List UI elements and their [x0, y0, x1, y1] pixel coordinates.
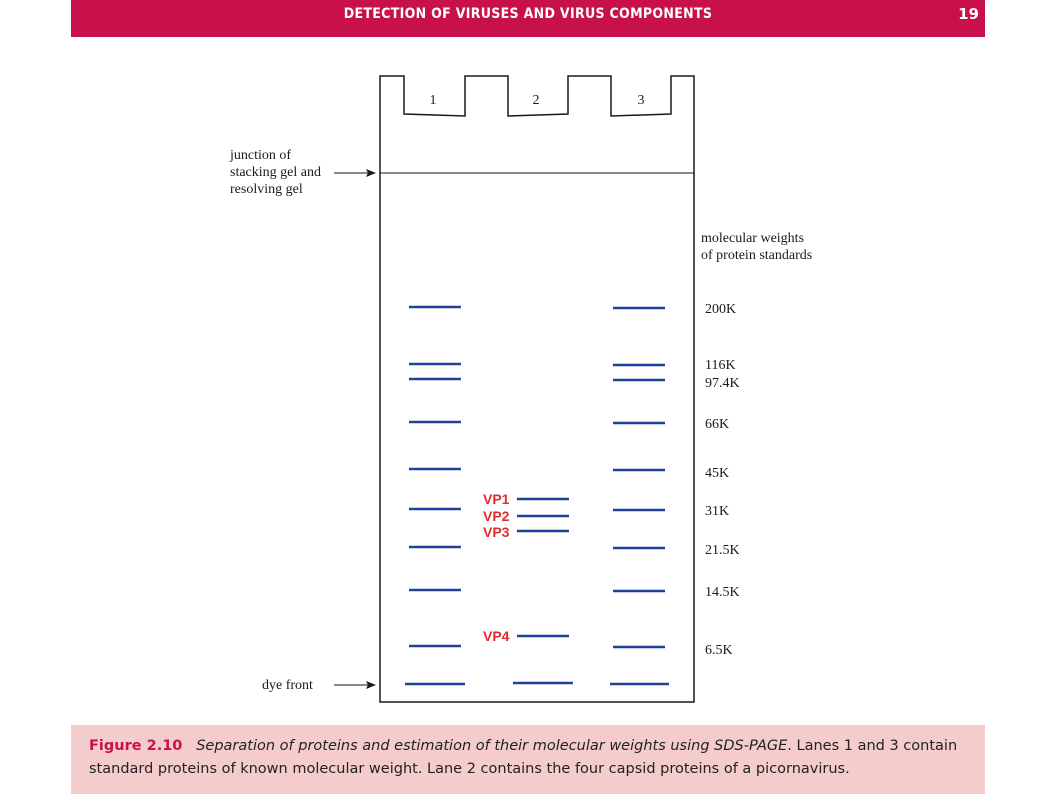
lane-3-label: 3: [638, 93, 645, 108]
vp4-label: VP4: [483, 628, 510, 644]
lane-2-label: 2: [533, 93, 540, 108]
standards-heading-line-1: molecular weights: [701, 231, 804, 246]
running-head: DETECTION OF VIRUSES AND VIRUS COMPONENT…: [343, 6, 713, 22]
mw-label-200k: 200K: [705, 302, 736, 317]
sds-page-diagram: 1 2 3 junction of stacking gel and resol…: [229, 75, 812, 703]
figure-title: Separation of proteins and estimation of…: [196, 738, 788, 754]
mw-label-45k: 45K: [705, 466, 729, 481]
lane-1-label: 1: [430, 93, 437, 108]
caption-line-1-rest: . Lanes 1 and 3 contain: [787, 738, 958, 754]
junction-arrow-icon: [334, 169, 376, 177]
junction-label-line-3: resolving gel: [230, 182, 303, 197]
dye-front-arrow-icon: [334, 681, 376, 689]
caption-line-2: standard proteins of known molecular wei…: [89, 761, 850, 777]
figure-caption-box: Figure 2.10 Separation of proteins and e…: [71, 725, 985, 794]
mw-label-21-5k: 21.5K: [705, 543, 740, 558]
junction-label-line-1: junction of: [229, 148, 291, 163]
junction-label-line-2: stacking gel and: [230, 165, 321, 180]
mw-label-14-5k: 14.5K: [705, 585, 740, 600]
mw-label-31k: 31K: [705, 504, 729, 519]
header-bar: DETECTION OF VIRUSES AND VIRUS COMPONENT…: [71, 0, 985, 37]
figure-caption: Figure 2.10 Separation of proteins and e…: [89, 735, 974, 781]
figure-label: Figure 2.10: [89, 738, 183, 754]
mw-label-66k: 66K: [705, 417, 729, 432]
mw-label-116k: 116K: [705, 358, 736, 373]
vp3-label: VP3: [483, 524, 510, 540]
vp2-label: VP2: [483, 508, 510, 524]
dye-front-label: dye front: [262, 678, 313, 693]
page-number: 19: [958, 5, 979, 23]
mw-label-6-5k: 6.5K: [705, 643, 733, 658]
vp1-label: VP1: [483, 491, 510, 507]
gel-outline: [379, 75, 695, 703]
mw-label-97-4k: 97.4K: [705, 376, 740, 391]
standards-heading-line-2: of protein standards: [701, 248, 812, 263]
